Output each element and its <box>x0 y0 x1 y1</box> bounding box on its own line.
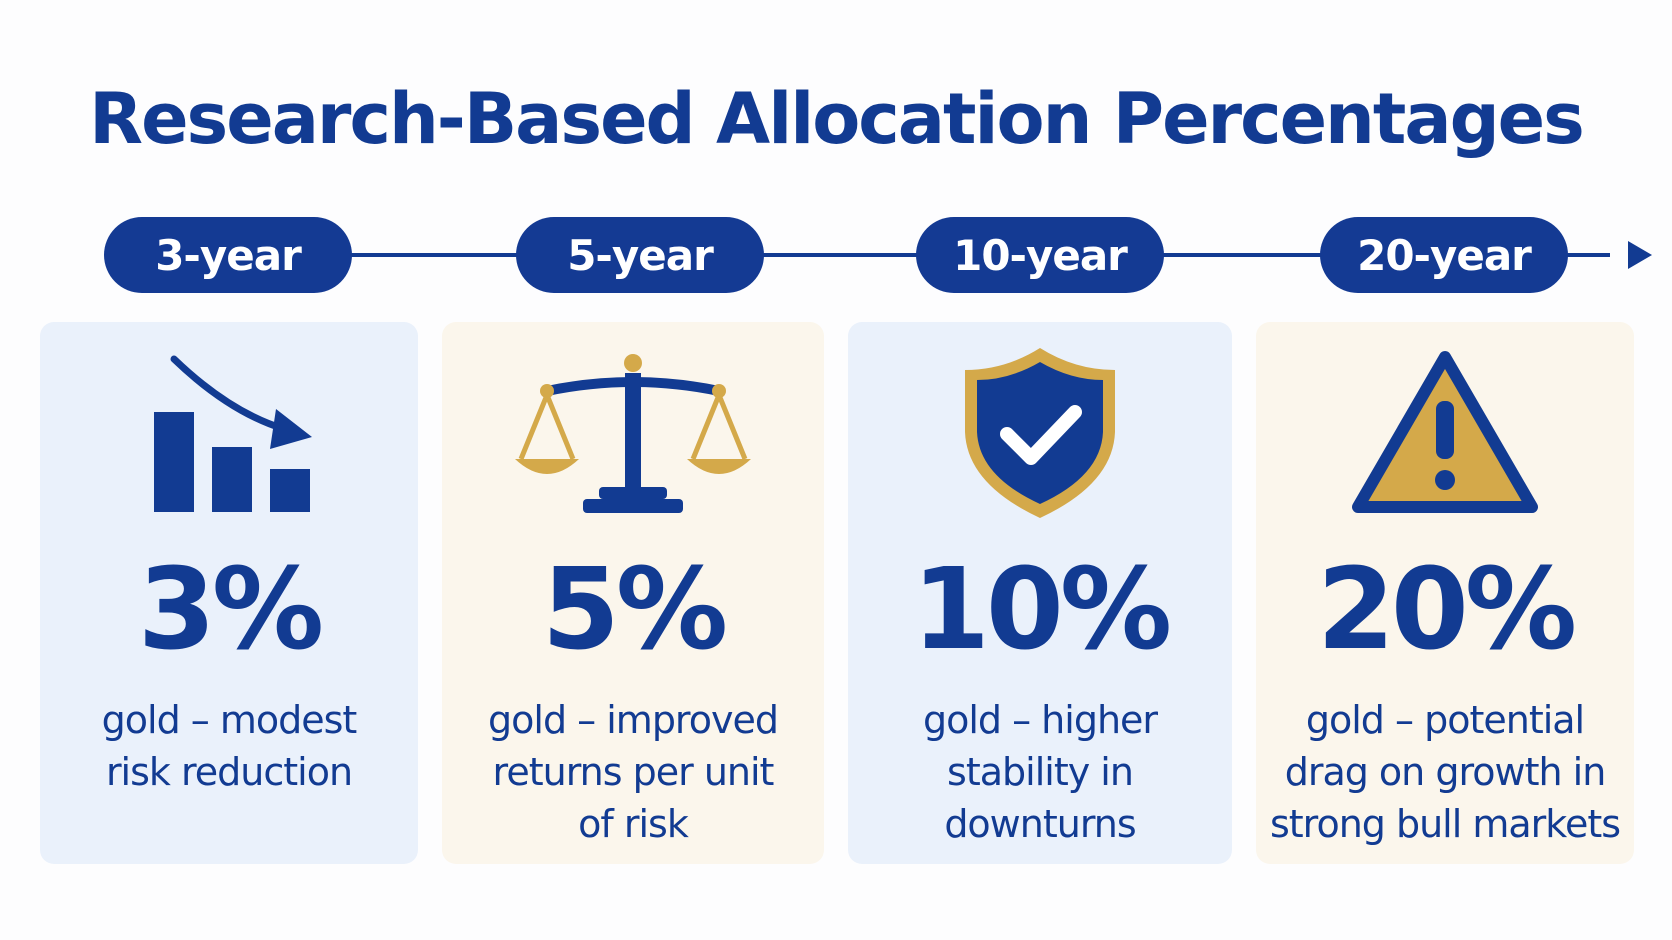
allocation-card-10: 10% gold – higher stability in downturns <box>848 322 1232 864</box>
description-line: gold – improved <box>488 698 779 742</box>
allocation-description: gold – improved returns per unit of risk <box>452 694 814 850</box>
timeline-pill-5-year: 5-year <box>516 217 764 293</box>
warning-triangle-icon <box>1256 342 1634 522</box>
percent-value: 5% <box>541 545 728 675</box>
description-line: risk reduction <box>105 750 353 794</box>
description-line: strong bull markets <box>1269 802 1621 846</box>
allocation-description: gold – potential drag on growth in stron… <box>1266 694 1624 850</box>
timeline-pill-3-year: 3-year <box>104 217 352 293</box>
timeline-pill-10-year: 10-year <box>916 217 1164 293</box>
allocation-card-5: 5% gold – improved returns per unit of r… <box>442 322 824 864</box>
timeline: 3-year 5-year 10-year 20-year <box>0 215 1672 295</box>
shield-check-icon <box>848 342 1232 522</box>
allocation-card-20: 20% gold – potential drag on growth in s… <box>1256 322 1634 864</box>
timeline-pill-20-year: 20-year <box>1320 217 1568 293</box>
allocation-description: gold – higher stability in downturns <box>858 694 1222 850</box>
description-line: returns per unit <box>492 750 775 794</box>
description-line: gold – modest <box>101 698 358 742</box>
description-line: gold – higher <box>922 698 1158 742</box>
description-line: gold – potential <box>1305 698 1585 742</box>
page-title: Research-Based Allocation Percentages <box>89 78 1585 160</box>
description-line: of risk <box>578 802 689 846</box>
allocation-card-3: 3% gold – modest risk reduction <box>40 322 418 864</box>
declining-bar-chart-icon <box>40 342 418 522</box>
description-line: stability in <box>947 750 1134 794</box>
percent-value: 20% <box>1316 545 1577 675</box>
timeline-arrow-icon <box>1628 241 1652 269</box>
description-line: downturns <box>944 802 1136 846</box>
description-line: drag on growth in <box>1284 750 1607 794</box>
balance-scale-icon <box>442 342 824 522</box>
allocation-description: gold – modest risk reduction <box>50 694 408 798</box>
percent-value: 10% <box>911 545 1172 675</box>
percent-value: 3% <box>137 545 324 675</box>
